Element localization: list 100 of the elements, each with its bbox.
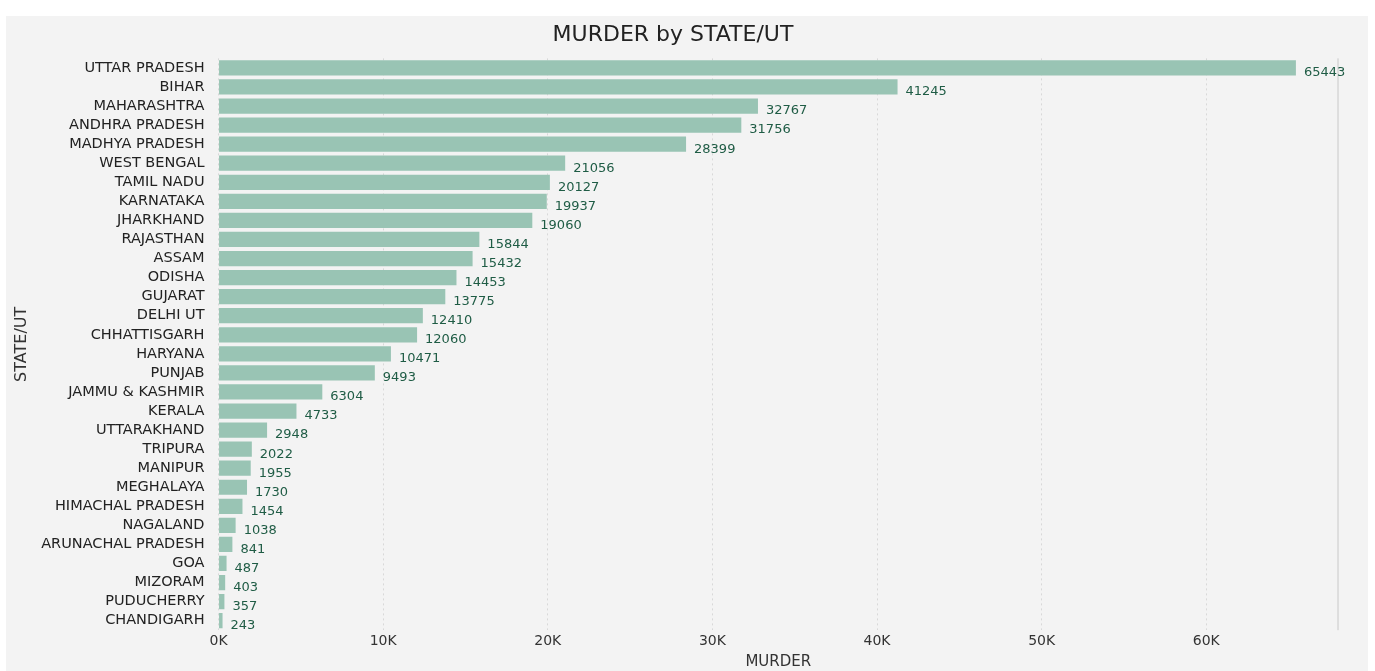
data-label: 19060	[540, 216, 582, 232]
y-tick-label: MANIPUR	[137, 458, 205, 475]
bar	[219, 422, 268, 438]
y-tick-label: JAMMU & KASHMIR	[67, 382, 205, 399]
bar	[219, 517, 236, 533]
data-label: 2948	[275, 426, 309, 442]
data-label: 1038	[243, 521, 277, 537]
bar	[219, 60, 1296, 76]
bar	[219, 346, 391, 362]
y-tick-label: NAGALAND	[122, 516, 205, 533]
bar	[219, 155, 566, 171]
bar	[219, 174, 550, 190]
bar	[219, 289, 446, 305]
data-label: 841	[240, 540, 266, 556]
data-label: 2022	[259, 445, 293, 461]
bar	[219, 403, 297, 419]
x-tick-label: 50K	[1028, 632, 1056, 649]
data-label: 12410	[430, 312, 473, 328]
bar	[219, 593, 225, 610]
bar	[219, 327, 418, 343]
data-label: 31756	[749, 121, 791, 137]
x-tick-label: 30K	[698, 632, 727, 649]
y-tick-label: GUJARAT	[141, 287, 205, 304]
y-tick-label: TRIPURA	[141, 439, 205, 456]
bar	[219, 498, 243, 514]
bar	[219, 441, 252, 457]
chart-title: MURDER by STATE/UT	[552, 20, 794, 46]
x-axis-title: MURDER	[745, 651, 812, 670]
y-tick-label: MADHYA PRADESH	[69, 134, 205, 151]
data-label: 4733	[304, 407, 338, 423]
bar	[219, 79, 898, 95]
y-tick-label: UTTAR PRADESH	[84, 58, 205, 75]
y-tick-label: GOA	[172, 554, 205, 571]
y-tick-label: UTTARAKHAND	[95, 420, 205, 437]
y-tick-label: HARYANA	[136, 344, 205, 361]
y-tick-label: RAJASTHAN	[121, 230, 205, 247]
bar	[219, 136, 687, 152]
y-tick-label: ANDHRA PRADESH	[69, 115, 205, 132]
y-tick-label: BIHAR	[159, 77, 205, 94]
y-tick-label: MIZORAM	[134, 573, 205, 590]
bar	[219, 231, 480, 248]
data-label: 487	[234, 559, 260, 575]
data-label: 41245	[905, 83, 947, 99]
y-tick-label: PUDUCHERRY	[105, 592, 205, 609]
y-tick-label: DELHI UT	[136, 306, 205, 323]
data-label: 1730	[255, 483, 289, 499]
bar	[219, 613, 223, 629]
data-label: 1955	[258, 464, 292, 480]
x-tick-label: 20K	[534, 632, 563, 649]
y-axis-title: STATE/UT	[10, 306, 30, 382]
bar	[219, 250, 473, 267]
y-tick-label: HIMACHAL PRADESH	[54, 497, 205, 514]
y-tick-label: WEST BENGAL	[99, 154, 205, 170]
data-label: 357	[232, 597, 258, 613]
bar	[219, 308, 423, 324]
y-tick-label: PUNJAB	[150, 363, 205, 380]
bar	[219, 536, 233, 553]
bar	[219, 193, 547, 209]
x-tick-label: 10K	[369, 632, 398, 649]
y-tick-label: TAMIL NADU	[113, 173, 205, 190]
data-label: 1454	[250, 502, 284, 518]
data-label: 6304	[330, 388, 364, 404]
bar	[219, 365, 375, 381]
data-label: 15844	[487, 235, 529, 251]
x-tick-label: 60K	[1192, 632, 1221, 649]
data-label: 12060	[425, 331, 467, 347]
data-label: 9493	[382, 369, 416, 385]
data-label: 243	[230, 617, 256, 633]
data-label: 13775	[453, 293, 495, 309]
y-tick-label: MEGHALAYA	[115, 478, 205, 495]
y-tick-label: MAHARASHTRA	[93, 96, 205, 113]
y-tick-label: CHHATTISGARH	[90, 325, 205, 342]
bar	[219, 574, 226, 591]
y-tick-label: KERALA	[148, 401, 205, 418]
data-label: 21056	[573, 159, 615, 175]
y-tick-label: ODISHA	[147, 268, 205, 285]
x-tick-label: 40K	[863, 632, 892, 649]
data-label: 28399	[694, 140, 736, 156]
bar	[219, 479, 248, 495]
bar	[219, 384, 323, 400]
data-label: 14453	[464, 273, 506, 289]
data-label: 20127	[557, 178, 600, 194]
bar	[219, 117, 742, 133]
data-label: 403	[233, 578, 258, 594]
y-tick-label: KARNATAKA	[118, 192, 205, 209]
data-label: 10471	[398, 350, 441, 366]
y-tick-label: JHARKHAND	[116, 211, 205, 228]
data-label: 19937	[554, 197, 597, 213]
y-tick-label: CHANDIGARH	[105, 611, 205, 628]
y-tick-label: ASSAM	[153, 249, 205, 266]
data-label: 15432	[480, 254, 522, 270]
bar	[219, 269, 457, 286]
bar	[219, 212, 533, 229]
data-label: 32767	[765, 102, 808, 118]
x-tick-label: 0K	[209, 632, 229, 649]
data-label: 65443	[1303, 64, 1346, 80]
y-tick-label: ARUNACHAL PRADESH	[41, 535, 205, 552]
bar	[219, 555, 227, 572]
bar	[219, 460, 251, 476]
bar	[219, 98, 758, 114]
